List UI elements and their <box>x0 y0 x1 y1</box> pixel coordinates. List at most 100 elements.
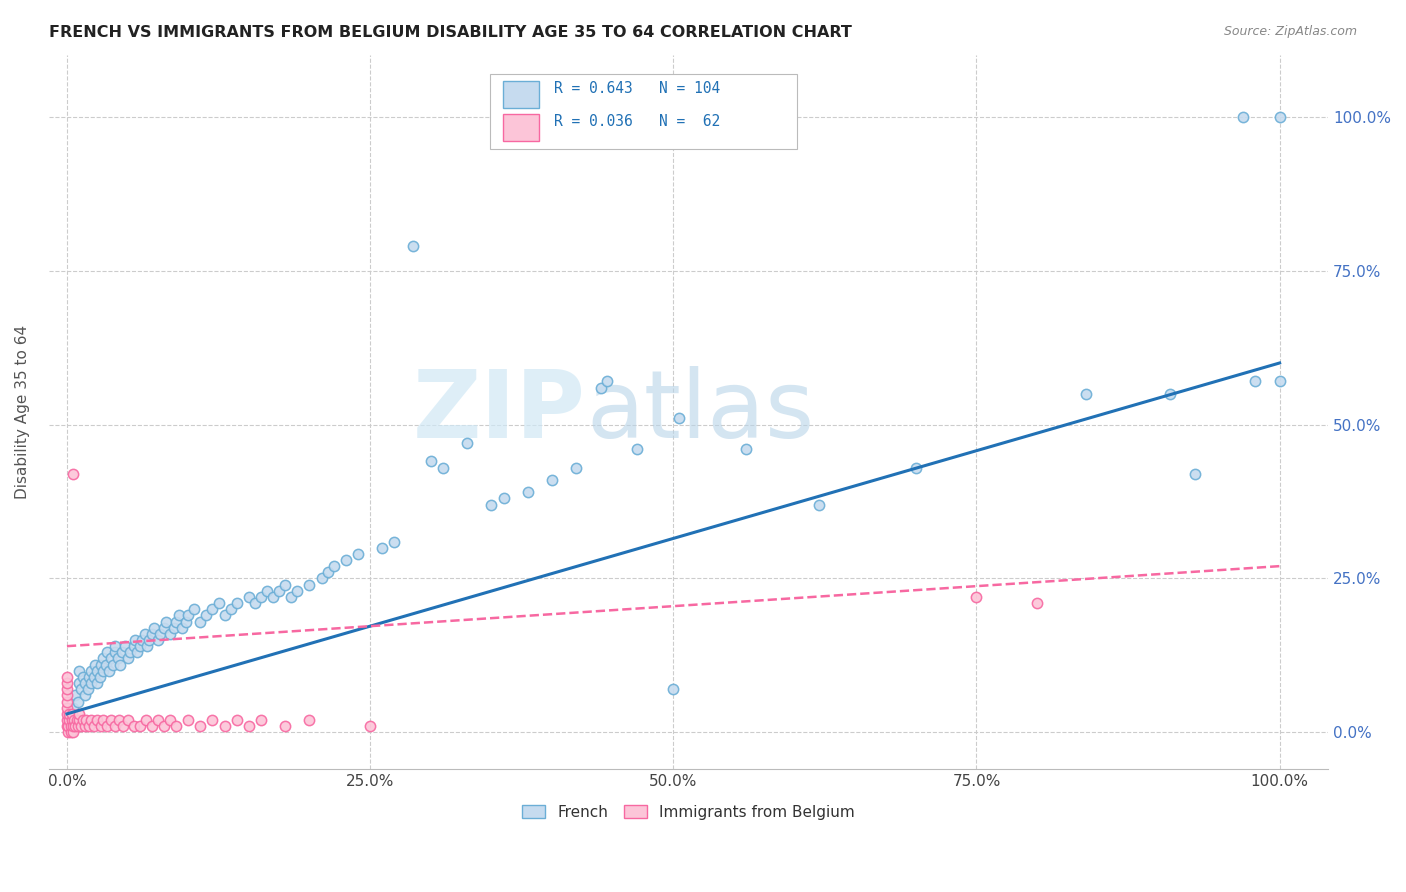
Point <box>274 719 297 733</box>
Point <box>91 664 114 678</box>
Point <box>62 719 84 733</box>
Point <box>104 719 127 733</box>
Point <box>401 239 423 253</box>
Y-axis label: Disability Age 35 to 64: Disability Age 35 to 64 <box>15 326 30 500</box>
Point <box>65 719 87 733</box>
Point <box>128 719 150 733</box>
Point <box>56 689 79 703</box>
Point <box>96 719 118 733</box>
Point <box>1074 386 1097 401</box>
Point <box>541 473 564 487</box>
Point <box>626 442 648 457</box>
Point <box>94 657 117 672</box>
Point <box>114 639 136 653</box>
FancyBboxPatch shape <box>503 113 538 141</box>
Point <box>589 381 612 395</box>
Point <box>75 689 97 703</box>
Point <box>62 725 84 739</box>
Point <box>382 534 405 549</box>
Point <box>65 689 87 703</box>
Point <box>146 633 169 648</box>
Point <box>67 676 90 690</box>
Point <box>67 706 90 721</box>
Text: FRENCH VS IMMIGRANTS FROM BELGIUM DISABILITY AGE 35 TO 64 CORRELATION CHART: FRENCH VS IMMIGRANTS FROM BELGIUM DISABI… <box>49 25 852 40</box>
Point <box>149 627 172 641</box>
Point <box>80 676 103 690</box>
Point <box>134 627 156 641</box>
Point <box>207 596 229 610</box>
Point <box>77 719 100 733</box>
Point <box>668 411 690 425</box>
Point <box>516 485 538 500</box>
Point <box>67 664 90 678</box>
Point <box>70 682 93 697</box>
Point <box>127 645 149 659</box>
Point <box>83 719 105 733</box>
Text: ZIP: ZIP <box>413 367 586 458</box>
Point <box>76 682 98 697</box>
Point <box>86 664 108 678</box>
Point <box>100 713 122 727</box>
Point <box>214 719 236 733</box>
Point <box>75 713 97 727</box>
Point <box>56 719 79 733</box>
Point <box>662 682 685 697</box>
Point <box>1232 110 1254 124</box>
Point <box>153 719 176 733</box>
Point <box>128 639 150 653</box>
Point <box>58 706 80 721</box>
Point <box>735 442 758 457</box>
Point <box>432 460 454 475</box>
Point <box>904 460 927 475</box>
Point <box>419 454 441 468</box>
Point <box>89 670 111 684</box>
Point <box>90 719 112 733</box>
Point <box>274 577 297 591</box>
Point <box>177 713 200 727</box>
Point <box>238 719 260 733</box>
Point <box>177 608 200 623</box>
Point <box>456 436 478 450</box>
Point <box>167 608 190 623</box>
Point <box>1244 375 1267 389</box>
Point <box>56 706 79 721</box>
Point <box>75 719 97 733</box>
Point <box>159 713 181 727</box>
Point <box>225 596 247 610</box>
Point <box>479 498 502 512</box>
Point <box>86 676 108 690</box>
Point <box>63 713 86 727</box>
Point <box>1268 375 1291 389</box>
FancyBboxPatch shape <box>491 74 797 149</box>
Point <box>67 713 90 727</box>
Point <box>66 719 89 733</box>
Point <box>1268 110 1291 124</box>
Point <box>159 627 181 641</box>
Point <box>316 566 339 580</box>
Point <box>56 719 79 733</box>
Point <box>256 583 278 598</box>
Point <box>60 706 83 721</box>
Point <box>131 633 153 648</box>
Point <box>56 676 79 690</box>
Point <box>1159 386 1181 401</box>
Point <box>118 645 141 659</box>
Point <box>91 651 114 665</box>
Point <box>163 621 186 635</box>
Point <box>98 664 121 678</box>
Point <box>141 719 163 733</box>
Point <box>104 645 127 659</box>
Point <box>56 725 79 739</box>
Point <box>80 664 103 678</box>
Point <box>1184 467 1206 481</box>
Point <box>492 491 515 506</box>
Point <box>195 608 218 623</box>
Point <box>60 713 83 727</box>
Text: R = 0.036   N =  62: R = 0.036 N = 62 <box>554 113 720 128</box>
Point <box>117 651 139 665</box>
Point <box>77 670 100 684</box>
Point <box>322 559 344 574</box>
Point <box>80 713 103 727</box>
Point <box>96 645 118 659</box>
Point <box>90 657 112 672</box>
